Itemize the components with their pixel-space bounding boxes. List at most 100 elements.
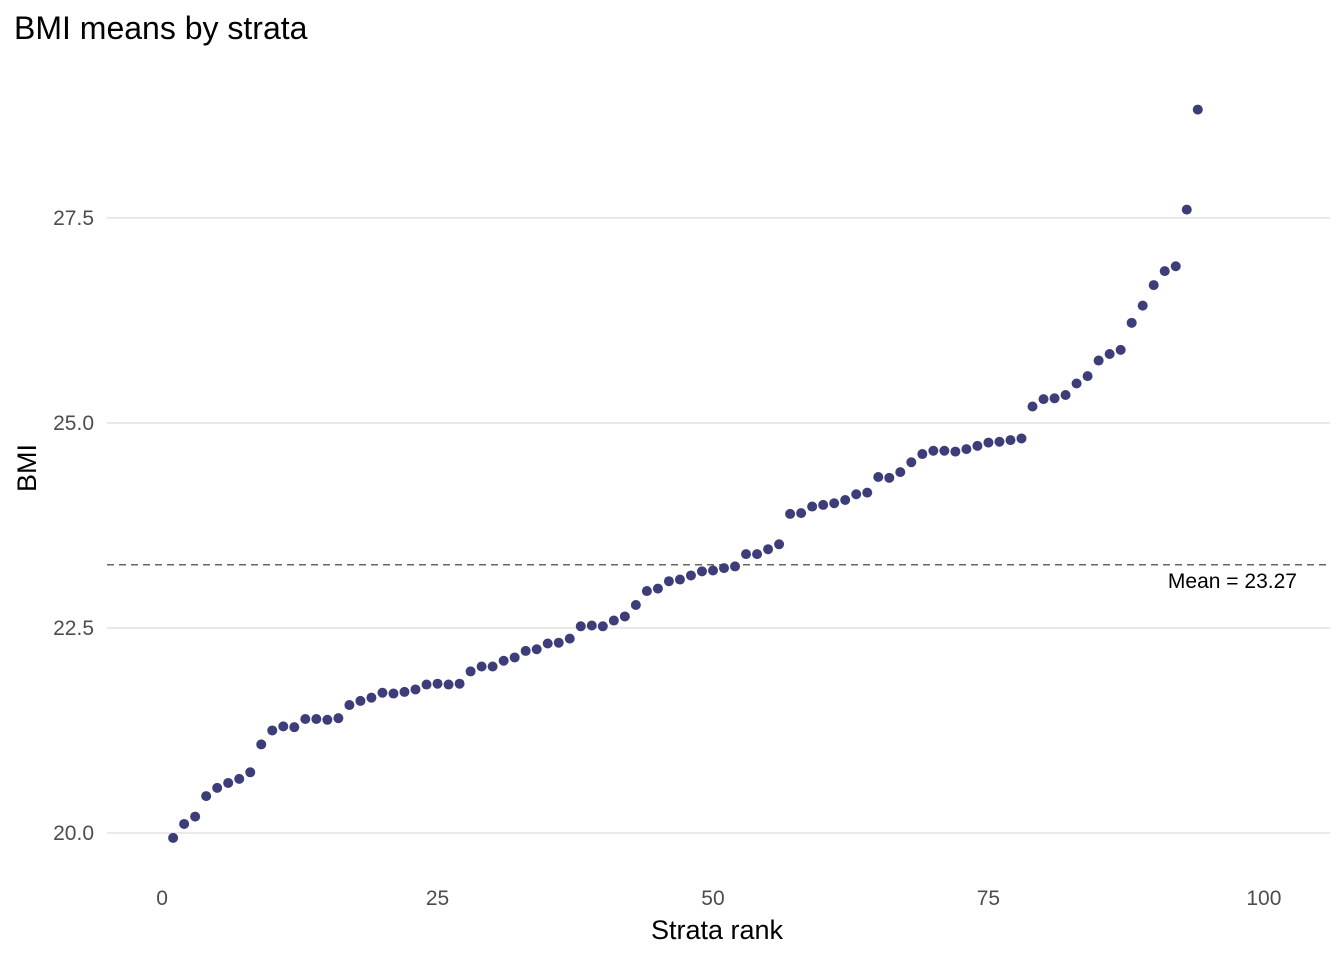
data-point [774,539,785,550]
data-point [1115,344,1126,355]
data-point [509,652,520,663]
data-point [994,436,1005,447]
data-point [597,621,608,632]
data-point [234,773,245,784]
data-point [355,695,366,706]
data-point [862,487,873,498]
data-point [289,722,300,733]
data-point [1181,204,1192,215]
data-point [344,700,355,711]
data-point [223,777,234,788]
data-point [1027,401,1038,412]
data-point [608,615,619,626]
grid-lines [107,217,1330,834]
data-point [245,767,256,778]
data-point [1082,371,1093,382]
data-point [410,684,421,695]
data-point [807,501,818,512]
data-point [983,437,994,448]
data-point [366,692,377,703]
data-point [190,811,201,822]
data-point [696,566,707,577]
data-point [1016,433,1027,444]
x-tick-label: 100 [1246,887,1281,910]
data-point [1071,378,1082,389]
data-point [939,445,950,456]
data-point [498,655,509,666]
data-point [796,508,807,519]
mean-annotation: Mean = 23.27 [1168,570,1297,593]
annotations: Mean = 23.27 [1168,570,1297,593]
data-point [829,498,840,509]
data-point [575,621,586,632]
data-point [377,687,388,698]
data-point [201,791,212,802]
data-point [1038,394,1049,405]
data-point [586,620,597,631]
data-point [685,570,696,581]
data-point [256,739,267,750]
data-point [531,644,542,655]
data-point [1093,355,1104,366]
data-point [619,611,630,622]
data-point [278,721,289,732]
data-point [212,782,223,793]
data-point [873,472,884,483]
data-point [421,679,432,690]
data-point [1170,261,1181,272]
data-point [322,714,333,725]
data-point [917,449,928,460]
y-axis-title: BMI [12,444,42,492]
data-point [928,445,939,456]
data-point [1005,435,1016,446]
data-point [476,661,487,672]
chart-title: BMI means by strata [14,10,308,46]
data-point [388,688,399,699]
y-tick-label: 27.5 [53,207,94,230]
data-point [1060,390,1071,401]
data-point [311,713,322,724]
y-axis: 20.0 22.5 25.0 27.5 [53,207,94,845]
data-point [674,574,685,585]
data-point [884,472,895,483]
data-point [1137,300,1148,311]
y-tick-label: 20.0 [53,822,94,845]
x-tick-label: 25 [426,887,449,910]
data-point [730,561,741,572]
data-point [752,549,763,560]
x-tick-label: 75 [977,887,1000,910]
data-point [950,446,961,457]
data-point [630,599,641,610]
data-point [906,457,917,468]
data-point [443,679,454,690]
x-tick-label: 0 [156,887,168,910]
data-point [961,444,972,455]
data-point [972,440,983,451]
x-axis: 0 25 50 75 100 [156,887,1281,910]
data-point [553,637,564,648]
x-axis-title: Strata rank [651,915,784,945]
data-point [1159,266,1170,277]
data-point [763,544,774,555]
data-point [179,818,190,829]
data-point [454,678,465,689]
data-points [168,104,1203,843]
data-point [785,508,796,519]
y-tick-label: 25.0 [53,412,94,435]
data-point [641,586,652,597]
data-point [818,499,829,510]
data-point [333,713,344,724]
data-point [741,549,752,560]
data-point [168,832,179,843]
data-point [663,576,674,587]
data-point [267,725,278,736]
data-point [399,686,410,697]
data-point [707,565,718,576]
data-point [432,678,443,689]
data-point [564,633,575,644]
data-point [840,494,851,505]
data-point [520,645,531,656]
data-point [542,638,553,649]
data-point [895,467,906,478]
